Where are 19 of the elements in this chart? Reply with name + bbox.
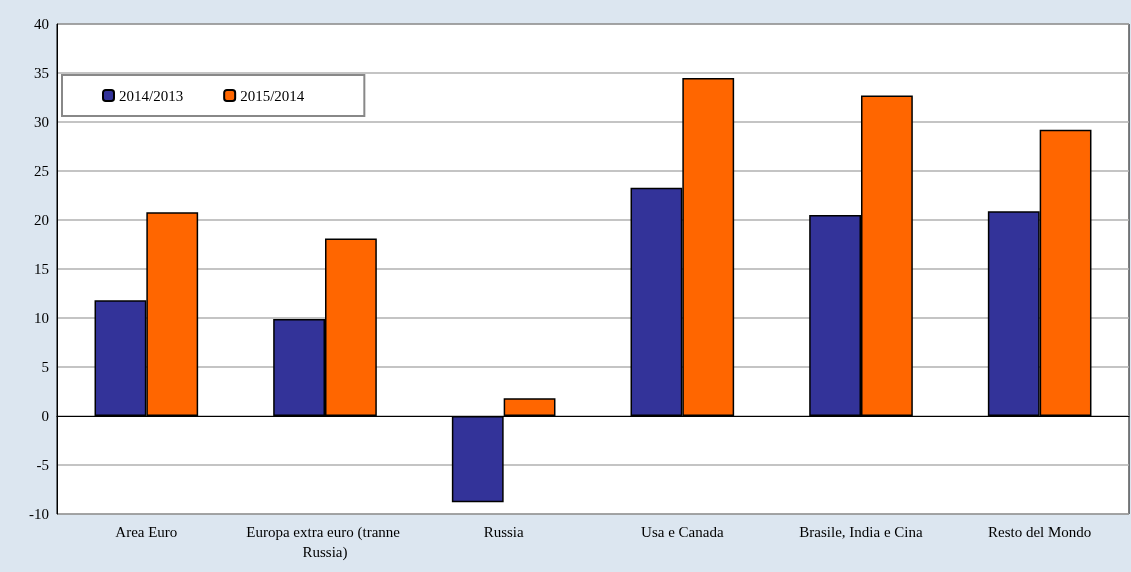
x-tick-label: Area Euro <box>115 524 178 540</box>
y-tick-label: 0 <box>41 408 49 424</box>
y-tick-label: -10 <box>29 506 49 522</box>
y-tick-label: 20 <box>34 212 49 228</box>
y-tick-label: 10 <box>34 310 49 326</box>
legend-label: 2015/2014 <box>240 87 305 104</box>
y-tick-label: 15 <box>34 261 49 277</box>
y-tick-label: 40 <box>34 16 49 32</box>
x-tick-label: Brasile, India e Cina <box>799 524 923 540</box>
y-tick-label: 35 <box>34 65 49 81</box>
x-tick-label: Russia <box>483 524 525 540</box>
y-tick-label: 25 <box>34 163 49 179</box>
x-tick-label: Resto del Mondo <box>987 524 1092 540</box>
x-tick-label: Europa extra euro (tranne Russia) <box>246 524 404 561</box>
x-tick-label: Usa e Canada <box>641 524 724 540</box>
y-tick-label: 5 <box>41 359 49 375</box>
legend-label: 2014/2013 <box>119 87 184 104</box>
y-tick-label: 30 <box>34 114 49 130</box>
y-tick-label: -5 <box>36 457 49 473</box>
